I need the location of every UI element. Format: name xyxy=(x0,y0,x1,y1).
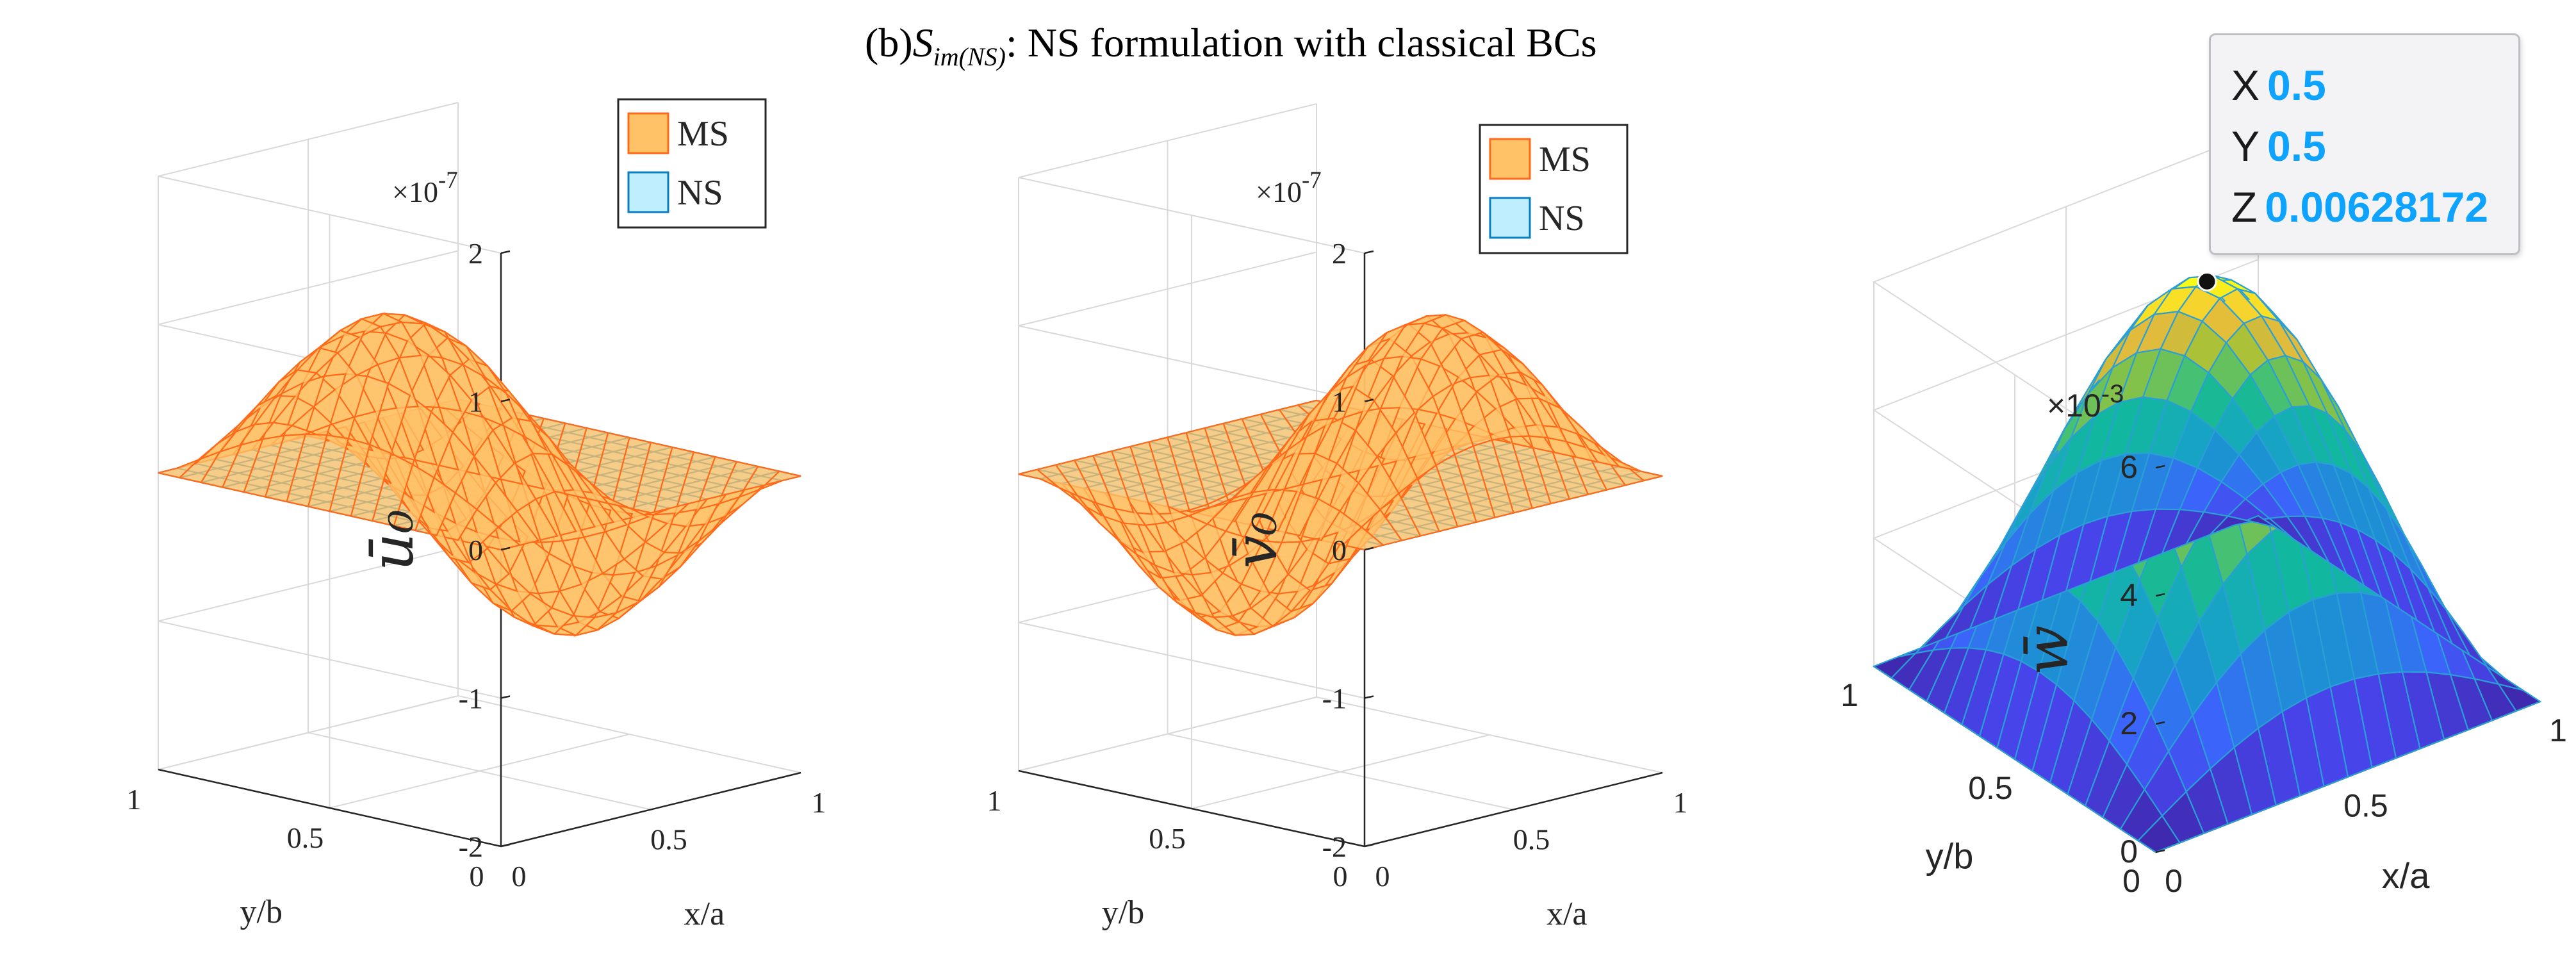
datatip-x-value: 0.5 xyxy=(2267,62,2326,109)
z-tick-label: 0 xyxy=(468,534,483,566)
z-tick-label: 1 xyxy=(468,386,483,418)
z-axis-label: ū₀ xyxy=(358,509,427,571)
y-tick-label: 0 xyxy=(470,860,484,893)
z-tick-mark xyxy=(1364,547,1374,551)
legend-swatch-ns xyxy=(627,171,669,213)
z-tick-mark xyxy=(2155,593,2165,597)
z-tick-mark xyxy=(500,250,511,254)
ms-quad xyxy=(158,459,199,479)
z-tick-label: 6 xyxy=(2120,449,2138,485)
z-tick-mark xyxy=(2155,721,2165,725)
x-axis-label: x/a xyxy=(2382,855,2431,896)
x-tick-label: 0.5 xyxy=(2343,788,2388,824)
datatip-y-row: Y 0.5 xyxy=(2231,122,2326,170)
datatip-y-label: Y xyxy=(2231,122,2260,170)
y-tick-label: 0 xyxy=(2122,863,2140,899)
w-quad xyxy=(1872,652,1918,679)
z-tick-mark xyxy=(1364,399,1374,402)
legend: MS NS xyxy=(1479,124,1628,254)
z-tick-label: 4 xyxy=(2120,577,2138,613)
z-exponent-power: -3 xyxy=(2101,380,2124,408)
surface-u0 xyxy=(158,312,801,637)
z-tick-label: 0 xyxy=(2120,834,2138,869)
datatip-y-value: 0.5 xyxy=(2267,122,2326,170)
x-tick-label: 0.5 xyxy=(1513,823,1550,856)
z-tick-mark xyxy=(500,399,511,402)
y-tick-label: 0 xyxy=(1333,860,1348,893)
ms-quad xyxy=(1018,468,1060,488)
z-tick-mark xyxy=(1364,695,1374,699)
legend-label-ns: NS xyxy=(1539,199,1585,238)
legend-swatch-ms xyxy=(627,112,669,154)
y-tick-label: 1 xyxy=(1841,677,1858,713)
y-axis-line xyxy=(1018,770,1365,848)
x-tick-label: 1 xyxy=(1673,786,1688,819)
y-tick-label: 0.5 xyxy=(287,821,324,854)
legend: MS NS xyxy=(617,98,767,229)
z-exponent-power: -7 xyxy=(438,167,458,193)
datatip-z-label: Z xyxy=(2231,183,2258,231)
x-tick-label: 0 xyxy=(512,860,527,893)
datatip-marker xyxy=(2197,271,2217,292)
datatip-x-row: X 0.5 xyxy=(2231,61,2326,110)
datatip-x-label: X xyxy=(2231,62,2260,109)
x-tick-label: 0 xyxy=(2165,863,2183,899)
z-tick-mark xyxy=(500,547,511,551)
datatip[interactable]: X 0.5 Y 0.5 Z 0.00628172 xyxy=(2209,33,2520,255)
z-tick-mark xyxy=(500,695,511,699)
y-tick-label: 1 xyxy=(987,784,1002,817)
y-axis-line xyxy=(158,768,502,848)
y-tick-label: 0.5 xyxy=(1149,822,1186,855)
x-axis-line xyxy=(1364,771,1663,848)
x-tick-label: 1 xyxy=(2549,712,2567,748)
z-tick-mark xyxy=(2155,465,2165,469)
x-axis-label: x/a xyxy=(684,896,725,932)
z-exponent: ×10-7 xyxy=(1256,167,1322,208)
z-tick-label: -1 xyxy=(459,682,483,715)
z-tick-label: 0 xyxy=(1332,534,1347,566)
z-tick-mark xyxy=(2155,849,2165,853)
z-tick-label: 2 xyxy=(1332,237,1347,270)
y-tick-label: 1 xyxy=(127,783,142,816)
z-tick-label: 1 xyxy=(1332,386,1347,418)
y-axis-label: y/b xyxy=(240,894,283,930)
x-tick-label: 0.5 xyxy=(650,823,687,856)
z-tick-label: 2 xyxy=(2120,705,2138,741)
surface-v0 xyxy=(1018,314,1663,636)
x-axis-line xyxy=(500,771,801,848)
x-tick-label: 1 xyxy=(812,786,826,819)
z-exponent: ×10-7 xyxy=(392,167,458,208)
x-tick-label: 0 xyxy=(1375,860,1390,893)
z-tick-label: -2 xyxy=(1322,830,1347,863)
y-axis-label: y/b xyxy=(1926,836,1974,877)
z-tick-label: -2 xyxy=(459,830,483,863)
legend-swatch-ms xyxy=(1489,138,1531,180)
figure-title: (b)Sim(NS): NS formulation with classica… xyxy=(865,20,1597,71)
datatip-z-value: 0.00628172 xyxy=(2265,183,2489,231)
legend-swatch-ns xyxy=(1489,197,1531,239)
z-tick-label: 2 xyxy=(468,237,483,270)
surface-w xyxy=(1872,275,2542,853)
legend-label-ns: NS xyxy=(677,173,723,213)
x-axis-label: x/a xyxy=(1546,896,1587,932)
datatip-z-row: Z 0.00628172 xyxy=(2231,183,2488,231)
z-axis-label: w̄ xyxy=(2013,625,2081,676)
y-tick-label: 0.5 xyxy=(1968,770,2013,806)
z-axis-label: v̄₀ xyxy=(1222,512,1290,569)
z-exponent-power: -7 xyxy=(1302,167,1322,193)
z-tick-mark xyxy=(1364,250,1374,254)
legend-label-ms: MS xyxy=(1539,140,1591,179)
z-tick-mark xyxy=(500,843,511,848)
z-tick-mark xyxy=(1364,843,1374,848)
legend-label-ms: MS xyxy=(677,114,729,154)
y-axis-label: y/b xyxy=(1102,894,1144,931)
z-tick-label: -1 xyxy=(1322,682,1347,715)
